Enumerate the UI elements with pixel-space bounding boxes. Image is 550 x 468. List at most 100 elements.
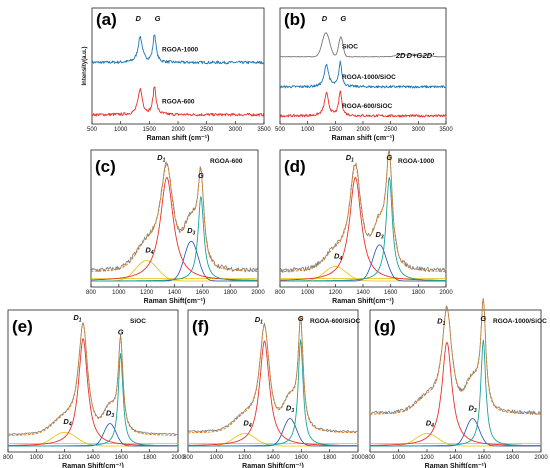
component-label-D4-d: D4 xyxy=(334,252,342,263)
fit-g-line-d xyxy=(280,176,447,282)
sample-label-f: RGOA-600/SiOC xyxy=(310,318,361,325)
x-tick-label-g: 1400 xyxy=(449,455,463,461)
x-tick-label-c: 1400 xyxy=(168,290,182,296)
subscript: 4 xyxy=(68,422,72,428)
series-line-0-b xyxy=(279,32,447,58)
component-label-G-e: G xyxy=(118,328,124,337)
x-tick-label-e: 800 xyxy=(3,455,14,461)
x-tick-label-a: 3500 xyxy=(257,127,271,133)
component-label-D3-c: D3 xyxy=(187,226,195,237)
x-tick-label-f: 1200 xyxy=(238,455,252,461)
component-label-D4-c: D4 xyxy=(145,245,153,256)
subscript: 4 xyxy=(150,250,154,256)
x-tick-label-d: 1800 xyxy=(412,290,426,296)
plot-frame-e xyxy=(7,309,179,453)
x-tick-label-d: 1000 xyxy=(301,290,315,296)
subscript: 1 xyxy=(351,158,354,164)
subscript: 4 xyxy=(338,256,342,262)
subscript: 4 xyxy=(248,423,252,429)
x-tick-label-f: 1800 xyxy=(323,455,337,461)
x-tick-label-b: 2000 xyxy=(356,127,370,133)
x-tick-label-f: 2000 xyxy=(351,455,365,461)
series-label-b-0: SiOC xyxy=(342,44,358,51)
component-label-D4-g: D4 xyxy=(426,418,434,429)
series-label-a-1: RGOA-600 xyxy=(162,99,195,106)
series-line-2-b xyxy=(279,90,447,118)
fit-g-line-c xyxy=(91,196,258,282)
x-tick-label-c: 1000 xyxy=(112,290,126,296)
fit-g-line-e xyxy=(8,353,178,447)
component-label-G-c: G xyxy=(198,171,204,180)
component-label-D4-f: D4 xyxy=(243,418,251,429)
raw-spectrum-line-f xyxy=(187,316,359,433)
subscript: 4 xyxy=(430,423,434,429)
x-tick-label-c: 2000 xyxy=(251,290,265,296)
x-tick-label-d: 1600 xyxy=(384,290,398,296)
panel-letter-e: (e) xyxy=(12,317,33,336)
x-tick-label-d: 1400 xyxy=(356,290,370,296)
x-tick-label-c: 800 xyxy=(86,290,97,296)
series-line-0-a xyxy=(91,34,265,65)
x-tick-label-b: 3000 xyxy=(412,127,426,133)
x-tick-label-a: 2500 xyxy=(200,127,214,133)
x-tick-label-e: 2000 xyxy=(171,455,185,461)
fit-d1-line-g xyxy=(370,341,541,447)
fit-d1-line-e xyxy=(8,338,178,447)
fit-d3-line-g xyxy=(370,418,541,447)
x-tick-label-g: 2000 xyxy=(534,455,548,461)
cumulative-fit-line-f xyxy=(188,316,358,434)
sample-label-c: RGOA-600 xyxy=(210,158,243,165)
cumulative-fit-line-e xyxy=(8,323,178,436)
x-tick-label-g: 1800 xyxy=(506,455,520,461)
sample-label-d: RGOA-1000 xyxy=(398,158,435,165)
x-tick-label-g: 1000 xyxy=(392,455,406,461)
series-label-b-1: RGOA-1000/SiOC xyxy=(342,74,396,81)
x-axis-label-f: Raman Shift(cm⁻¹) xyxy=(242,463,304,468)
fit-d3-line-c xyxy=(91,240,258,282)
x-tick-label-d: 2000 xyxy=(439,290,453,296)
subscript: 1 xyxy=(163,158,166,164)
x-tick-label-c: 1600 xyxy=(196,290,210,296)
fit-g-line-f xyxy=(188,339,358,447)
fit-d4-line-f xyxy=(188,433,358,447)
panel-letter-g: (g) xyxy=(374,317,396,336)
x-tick-label-e: 1400 xyxy=(86,455,100,461)
series-line-1-a xyxy=(91,86,265,117)
peak-label-G-b: G xyxy=(340,14,346,23)
raw-spectrum-line-e xyxy=(7,322,179,436)
x-tick-label-a: 500 xyxy=(87,127,98,133)
sample-label-g: RGOA-1000/SiOC xyxy=(493,318,547,325)
series-label-b-2: RGOA-600/SiOC xyxy=(342,103,393,110)
component-label-D1-f: D1 xyxy=(255,315,263,326)
x-tick-label-a: 3000 xyxy=(229,127,243,133)
x-axis-label-e: Raman Shift(cm⁻¹) xyxy=(62,463,124,468)
x-tick-label-f: 1400 xyxy=(266,455,280,461)
component-label-D3-e: D3 xyxy=(106,408,114,419)
x-tick-label-b: 500 xyxy=(275,127,286,133)
x-tick-label-e: 1200 xyxy=(58,455,72,461)
subscript: 1 xyxy=(260,320,263,326)
component-label-D4-e: D4 xyxy=(63,417,71,428)
component-label-G-g: G xyxy=(480,314,486,323)
band-label-b-0: 2D xyxy=(395,51,406,60)
x-tick-label-g: 1600 xyxy=(477,455,491,461)
x-tick-label-b: 1000 xyxy=(301,127,315,133)
panel-letter-c: (c) xyxy=(95,157,116,176)
fit-d1-line-d xyxy=(280,176,446,281)
x-tick-label-f: 800 xyxy=(183,455,194,461)
component-label-D3-d: D3 xyxy=(375,230,383,241)
x-tick-label-e: 1600 xyxy=(115,455,129,461)
subscript: 3 xyxy=(193,231,196,237)
x-tick-label-f: 1000 xyxy=(210,455,224,461)
x-tick-label-g: 1200 xyxy=(420,455,434,461)
subscript: 3 xyxy=(474,408,477,414)
series-label-a-0: RGOA-1000 xyxy=(162,47,199,54)
panel-letter-d: (d) xyxy=(284,157,306,176)
x-tick-label-b: 2500 xyxy=(384,127,398,133)
peak-label-D-a: D xyxy=(135,14,141,23)
fit-d3-line-d xyxy=(280,244,446,282)
subscript: 1 xyxy=(79,318,82,324)
x-tick-label-a: 1500 xyxy=(143,127,157,133)
peak-label-G-a: G xyxy=(155,14,161,23)
y-axis-label-a: Intensity(a.u.) xyxy=(82,46,88,85)
